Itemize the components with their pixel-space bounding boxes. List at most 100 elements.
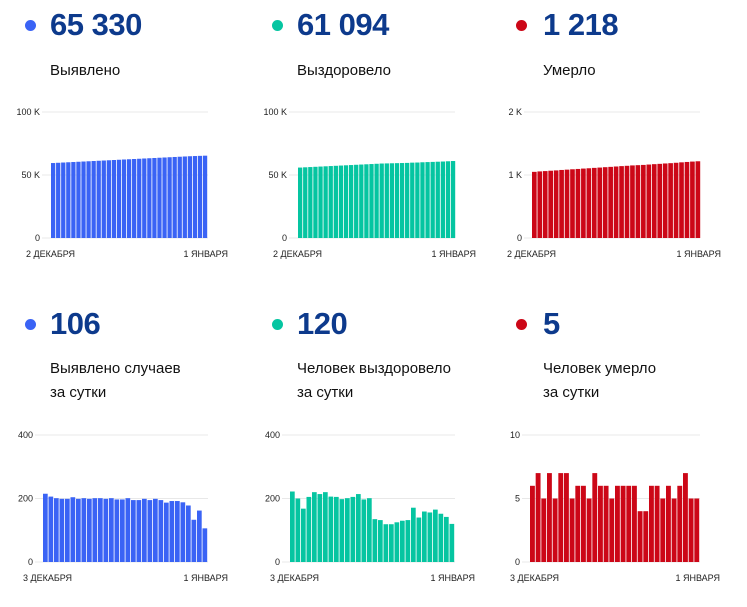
bar — [620, 485, 626, 562]
bar — [147, 500, 153, 562]
bar — [70, 497, 76, 562]
bar — [394, 522, 400, 562]
bar — [415, 162, 420, 238]
bar — [191, 519, 197, 562]
bar — [673, 162, 679, 238]
bar — [177, 156, 182, 238]
bar — [153, 498, 158, 562]
bar — [641, 164, 646, 238]
bar — [328, 166, 333, 238]
bar — [169, 501, 175, 562]
bar — [591, 167, 597, 238]
bar — [343, 165, 349, 238]
bar — [306, 496, 312, 562]
bar — [101, 160, 106, 238]
bar — [449, 523, 455, 562]
y-tick-label: 100 K — [16, 107, 40, 117]
bar — [662, 163, 668, 238]
bar — [298, 167, 303, 238]
bar — [399, 163, 405, 238]
bar — [657, 163, 663, 238]
x-end-label: 1 ЯНВАРЯ — [430, 573, 475, 583]
cases-daily-dot-icon — [25, 319, 36, 330]
y-tick-label: 0 — [515, 557, 520, 567]
bar — [542, 171, 548, 238]
bar — [445, 161, 451, 238]
bar — [379, 163, 384, 238]
bar — [137, 158, 142, 238]
bar — [586, 168, 592, 238]
bar — [202, 528, 208, 562]
bar — [312, 492, 317, 562]
bar — [586, 498, 592, 562]
bar — [438, 513, 444, 562]
bar — [323, 166, 328, 238]
bar — [317, 494, 323, 562]
bar — [598, 485, 603, 562]
bar — [564, 169, 570, 238]
bar — [632, 485, 637, 562]
bar — [157, 157, 162, 238]
bar — [339, 499, 345, 562]
bar — [76, 161, 81, 238]
bar — [603, 485, 609, 562]
bar — [308, 167, 313, 238]
bar — [444, 516, 449, 562]
deaths-daily-label-line2: за сутки — [543, 384, 600, 401]
bar — [295, 498, 301, 562]
y-tick-label: 1 K — [508, 170, 522, 180]
y-tick-label: 0 — [282, 233, 287, 243]
x-end-label: 1 ЯНВАРЯ — [676, 249, 721, 259]
bar — [651, 164, 657, 238]
y-tick-label: 200 — [18, 494, 33, 504]
bar — [92, 498, 98, 562]
bar — [313, 166, 318, 238]
y-tick-label: 0 — [35, 233, 40, 243]
bar — [637, 511, 643, 562]
bar — [383, 524, 389, 562]
bar — [635, 165, 641, 238]
bar — [427, 512, 433, 562]
bar — [581, 168, 586, 238]
bar — [125, 498, 131, 562]
bar — [318, 166, 323, 238]
bar — [541, 498, 547, 562]
bar — [535, 473, 541, 562]
bar — [356, 494, 361, 562]
deaths-total-number: 1 218 — [543, 7, 619, 42]
bar — [435, 161, 440, 238]
bar — [142, 158, 147, 238]
bar — [694, 498, 700, 562]
cases-total-label: Выявлено — [50, 62, 121, 79]
bar — [66, 162, 71, 238]
y-tick-label: 200 — [265, 494, 280, 504]
bar — [564, 473, 569, 562]
bar — [338, 165, 344, 238]
bar — [152, 157, 157, 238]
bar — [98, 498, 103, 562]
bar — [430, 161, 435, 238]
bar — [626, 485, 632, 562]
bar — [558, 473, 564, 562]
bar — [394, 163, 400, 238]
bar — [180, 502, 186, 562]
bar — [608, 166, 613, 238]
bar — [182, 156, 187, 238]
bar — [530, 485, 535, 562]
recovered-daily-dot-icon — [272, 319, 283, 330]
bar — [688, 498, 694, 562]
bar — [43, 493, 48, 562]
bar — [548, 170, 553, 238]
bar — [192, 156, 198, 238]
bar — [81, 161, 86, 238]
bar — [354, 164, 359, 238]
x-end-label: 1 ЯНВАРЯ — [183, 573, 228, 583]
bar — [416, 517, 422, 562]
deaths-daily-label-line1: Человек умерло — [543, 360, 657, 377]
bar — [384, 163, 389, 238]
bar — [172, 156, 177, 238]
bar — [374, 163, 379, 238]
bar — [186, 505, 191, 562]
bar — [666, 485, 671, 562]
